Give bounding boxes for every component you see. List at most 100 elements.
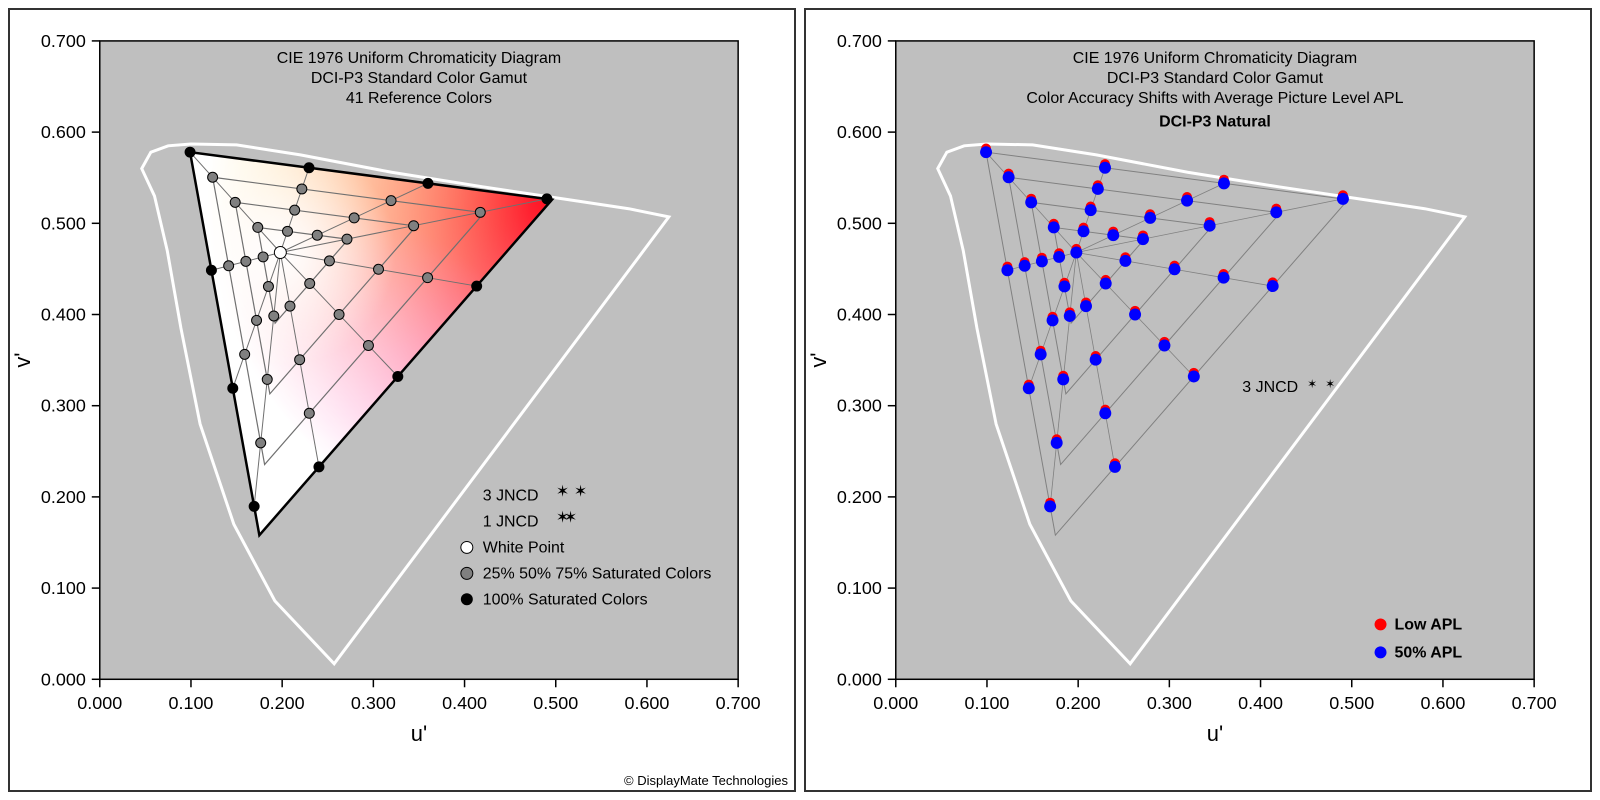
outer-ref-point: [393, 371, 403, 381]
x-tick-label: 0.200: [260, 693, 305, 713]
fifty-apl-point: [1078, 225, 1090, 237]
inner-ref-point: [252, 315, 262, 325]
x-tick-label: 0.500: [533, 693, 578, 713]
credit-text: © DisplayMate Technologies: [624, 773, 788, 788]
x-tick-label: 0.700: [716, 693, 761, 713]
legend-whitepoint: White Point: [483, 539, 565, 556]
chart-title-line: DCI-P3 Standard Color Gamut: [1107, 70, 1324, 87]
jncd3-label: 3 JNCD: [1242, 379, 1298, 396]
inner-ref-point: [324, 256, 334, 266]
outer-ref-point: [472, 281, 482, 291]
outer-ref-point: [228, 383, 238, 393]
inner-ref-point: [363, 340, 373, 350]
fifty-apl-point: [1218, 177, 1230, 189]
fifty-apl-point: [1080, 300, 1092, 312]
x-tick-label: 0.400: [1238, 693, 1283, 713]
y-axis-label: v': [10, 353, 35, 368]
chart-title-line: CIE 1976 Uniform Chromaticity Diagram: [277, 50, 561, 67]
fifty-apl-point: [1090, 354, 1102, 366]
fifty-apl-point: [1044, 500, 1056, 512]
chart-title-line: Color Accuracy Shifts with Average Pictu…: [1026, 90, 1403, 107]
fifty-apl-point: [1267, 280, 1279, 292]
x-axis-label: u': [411, 721, 427, 746]
inner-ref-point: [349, 213, 359, 223]
x-tick-label: 0.700: [1512, 693, 1557, 713]
x-tick-label: 0.100: [965, 693, 1010, 713]
chart-title-line: CIE 1976 Uniform Chromaticity Diagram: [1073, 50, 1357, 67]
inner-ref-point: [297, 184, 307, 194]
x-tick-label: 0.300: [1147, 693, 1192, 713]
right-chart: 0.0000.1000.2000.3000.4000.5000.6000.700…: [806, 10, 1590, 790]
svg-text:✶: ✶: [1325, 377, 1335, 391]
y-tick-label: 0.700: [41, 31, 86, 51]
fifty-apl-point: [1119, 255, 1131, 267]
fifty-apl-point: [1051, 437, 1063, 449]
svg-text:✶: ✶: [574, 484, 587, 501]
inner-ref-point: [285, 301, 295, 311]
inner-ref-point: [241, 256, 251, 266]
svg-text:✶: ✶: [564, 509, 577, 526]
fifty-apl-point: [1001, 264, 1013, 276]
y-tick-label: 0.500: [837, 213, 882, 233]
inner-ref-point: [256, 438, 266, 448]
inner-ref-point: [230, 197, 240, 207]
y-tick-label: 0.400: [41, 304, 86, 324]
fifty-apl-point: [1100, 278, 1112, 290]
fifty-apl-point: [1036, 255, 1048, 267]
white-point-marker: [274, 247, 286, 259]
y-tick-label: 0.000: [41, 669, 86, 689]
fifty-apl-point: [1188, 370, 1200, 382]
svg-text:✶: ✶: [1307, 377, 1317, 391]
fifty-apl-point: [1035, 348, 1047, 360]
y-tick-label: 0.200: [41, 487, 86, 507]
inner-ref-point: [374, 264, 384, 274]
inner-ref-point: [312, 230, 322, 240]
y-axis-label: v': [806, 353, 831, 368]
fifty-apl-point: [1025, 196, 1037, 208]
left-panel: 0.0000.1000.2000.3000.4000.5000.6000.700…: [8, 8, 796, 792]
chart-title-bold: DCI-P3 Natural: [1159, 114, 1271, 131]
x-tick-label: 0.100: [169, 693, 214, 713]
inner-ref-point: [262, 374, 272, 384]
legend-low-apl: Low APL: [1394, 616, 1462, 633]
fifty-apl-point: [1064, 310, 1076, 322]
fifty-apl-point: [1057, 373, 1069, 385]
inner-ref-point: [269, 311, 279, 321]
inner-ref-point: [423, 273, 433, 283]
fifty-apl-point: [1107, 229, 1119, 241]
legend-fullsat: 100% Saturated Colors: [483, 591, 648, 608]
fifty-apl-point: [1169, 263, 1181, 275]
legend-midsat: 25% 50% 75% Saturated Colors: [483, 565, 712, 582]
fifty-apl-point: [1158, 339, 1170, 351]
fifty-apl-point: [1023, 382, 1035, 394]
chart-title-line: 41 Reference Colors: [346, 90, 492, 107]
page: 0.000 0.100 0.200 0.300 0.400 0.500 0.600 0.700…: [0, 0, 1600, 800]
x-tick-label: 0.600: [625, 693, 670, 713]
outer-ref-point: [206, 265, 216, 275]
inner-ref-point: [224, 261, 234, 271]
x-tick-label: 0.000: [77, 693, 122, 713]
y-tick-label: 0.600: [837, 122, 882, 142]
inner-ref-point: [208, 172, 218, 182]
fifty-apl-point: [1099, 407, 1111, 419]
fifty-apl-point: [1058, 280, 1070, 292]
fifty-apl-point: [1099, 162, 1111, 174]
fifty-apl-point: [1337, 193, 1349, 205]
fifty-apl-point: [1204, 220, 1216, 232]
inner-ref-point: [304, 408, 314, 418]
y-tick-label: 0.100: [837, 578, 882, 598]
outer-ref-point: [304, 163, 314, 173]
fifty-apl-point: [1109, 461, 1121, 473]
fifty-apl-point: [1070, 247, 1082, 259]
x-tick-label: 0.600: [1421, 693, 1466, 713]
inner-ref-point: [290, 205, 300, 215]
fifty-apl-point: [1129, 309, 1141, 321]
x-tick-label: 0.400: [442, 693, 487, 713]
outer-ref-point: [249, 501, 259, 511]
y-tick-label: 0.400: [837, 304, 882, 324]
fifty-apl-point: [1137, 233, 1149, 245]
fifty-apl-point: [1092, 183, 1104, 195]
chart-title-line: DCI-P3 Standard Color Gamut: [311, 70, 528, 87]
inner-ref-point: [305, 279, 315, 289]
outer-ref-point: [314, 462, 324, 472]
